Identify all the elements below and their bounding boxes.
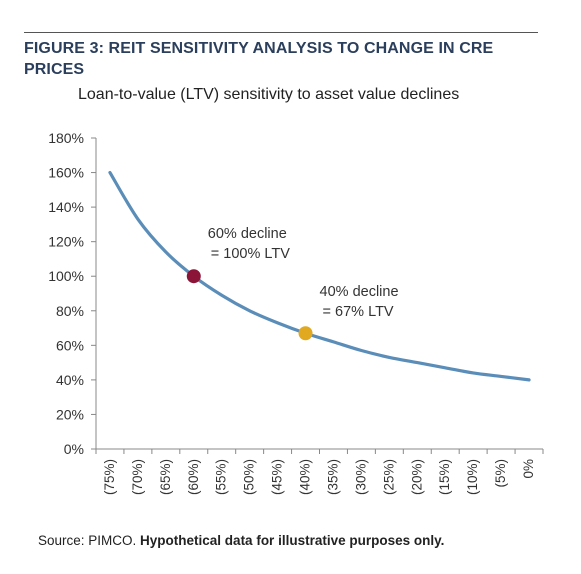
annotation-marker <box>298 326 313 341</box>
y-tick-label: 180% <box>48 130 84 146</box>
x-tick-label: 0% <box>521 459 536 479</box>
y-tick-label: 20% <box>56 406 84 422</box>
figure-title: FIGURE 3: REIT SENSITIVITY ANALYSIS TO C… <box>24 40 494 78</box>
y-tick-label: 80% <box>56 303 84 319</box>
annotation-label-line1: 60% decline <box>208 226 287 242</box>
x-tick-label: (35%) <box>325 459 340 495</box>
y-tick-label: 0% <box>64 441 84 457</box>
x-tick-label: (55%) <box>214 459 229 495</box>
annotation-marker <box>186 269 201 284</box>
x-tick-label: (75%) <box>102 459 117 495</box>
x-tick-label: (70%) <box>130 459 145 495</box>
x-tick-label: (5%) <box>493 459 508 488</box>
annotation-label-line1: 40% decline <box>320 284 399 300</box>
x-tick-label: (50%) <box>242 459 257 495</box>
ltv-series-line <box>108 170 531 382</box>
y-tick-label: 40% <box>56 372 84 388</box>
chart-subtitle: Loan-to-value (LTV) sensitivity to asset… <box>78 86 460 103</box>
source-disclaimer: Hypothetical data for illustrative purpo… <box>140 533 445 548</box>
y-tick-label: 160% <box>48 165 84 181</box>
x-tick-label: (15%) <box>437 459 452 495</box>
y-tick-label: 120% <box>48 234 84 250</box>
annotation-label-line2: = 67% LTV <box>323 304 394 320</box>
x-tick-label: (25%) <box>381 459 396 495</box>
y-tick-label: 100% <box>48 268 84 284</box>
source-note: Source: PIMCO. Hypothetical data for ill… <box>38 533 444 548</box>
x-tick-label: (20%) <box>409 459 424 495</box>
source-label: Source: PIMCO. <box>38 533 137 548</box>
x-tick-label: (40%) <box>298 459 313 495</box>
y-tick-label: 60% <box>56 337 84 353</box>
x-tick-label: (30%) <box>353 459 368 495</box>
top-rule <box>24 32 538 33</box>
x-tick-label: (45%) <box>270 459 285 495</box>
x-tick-label: (10%) <box>465 459 480 495</box>
x-tick-label: (65%) <box>158 459 173 495</box>
annotation-label-line2: = 100% LTV <box>211 246 290 262</box>
y-tick-label: 140% <box>48 199 84 215</box>
x-tick-label: (60%) <box>186 459 201 495</box>
